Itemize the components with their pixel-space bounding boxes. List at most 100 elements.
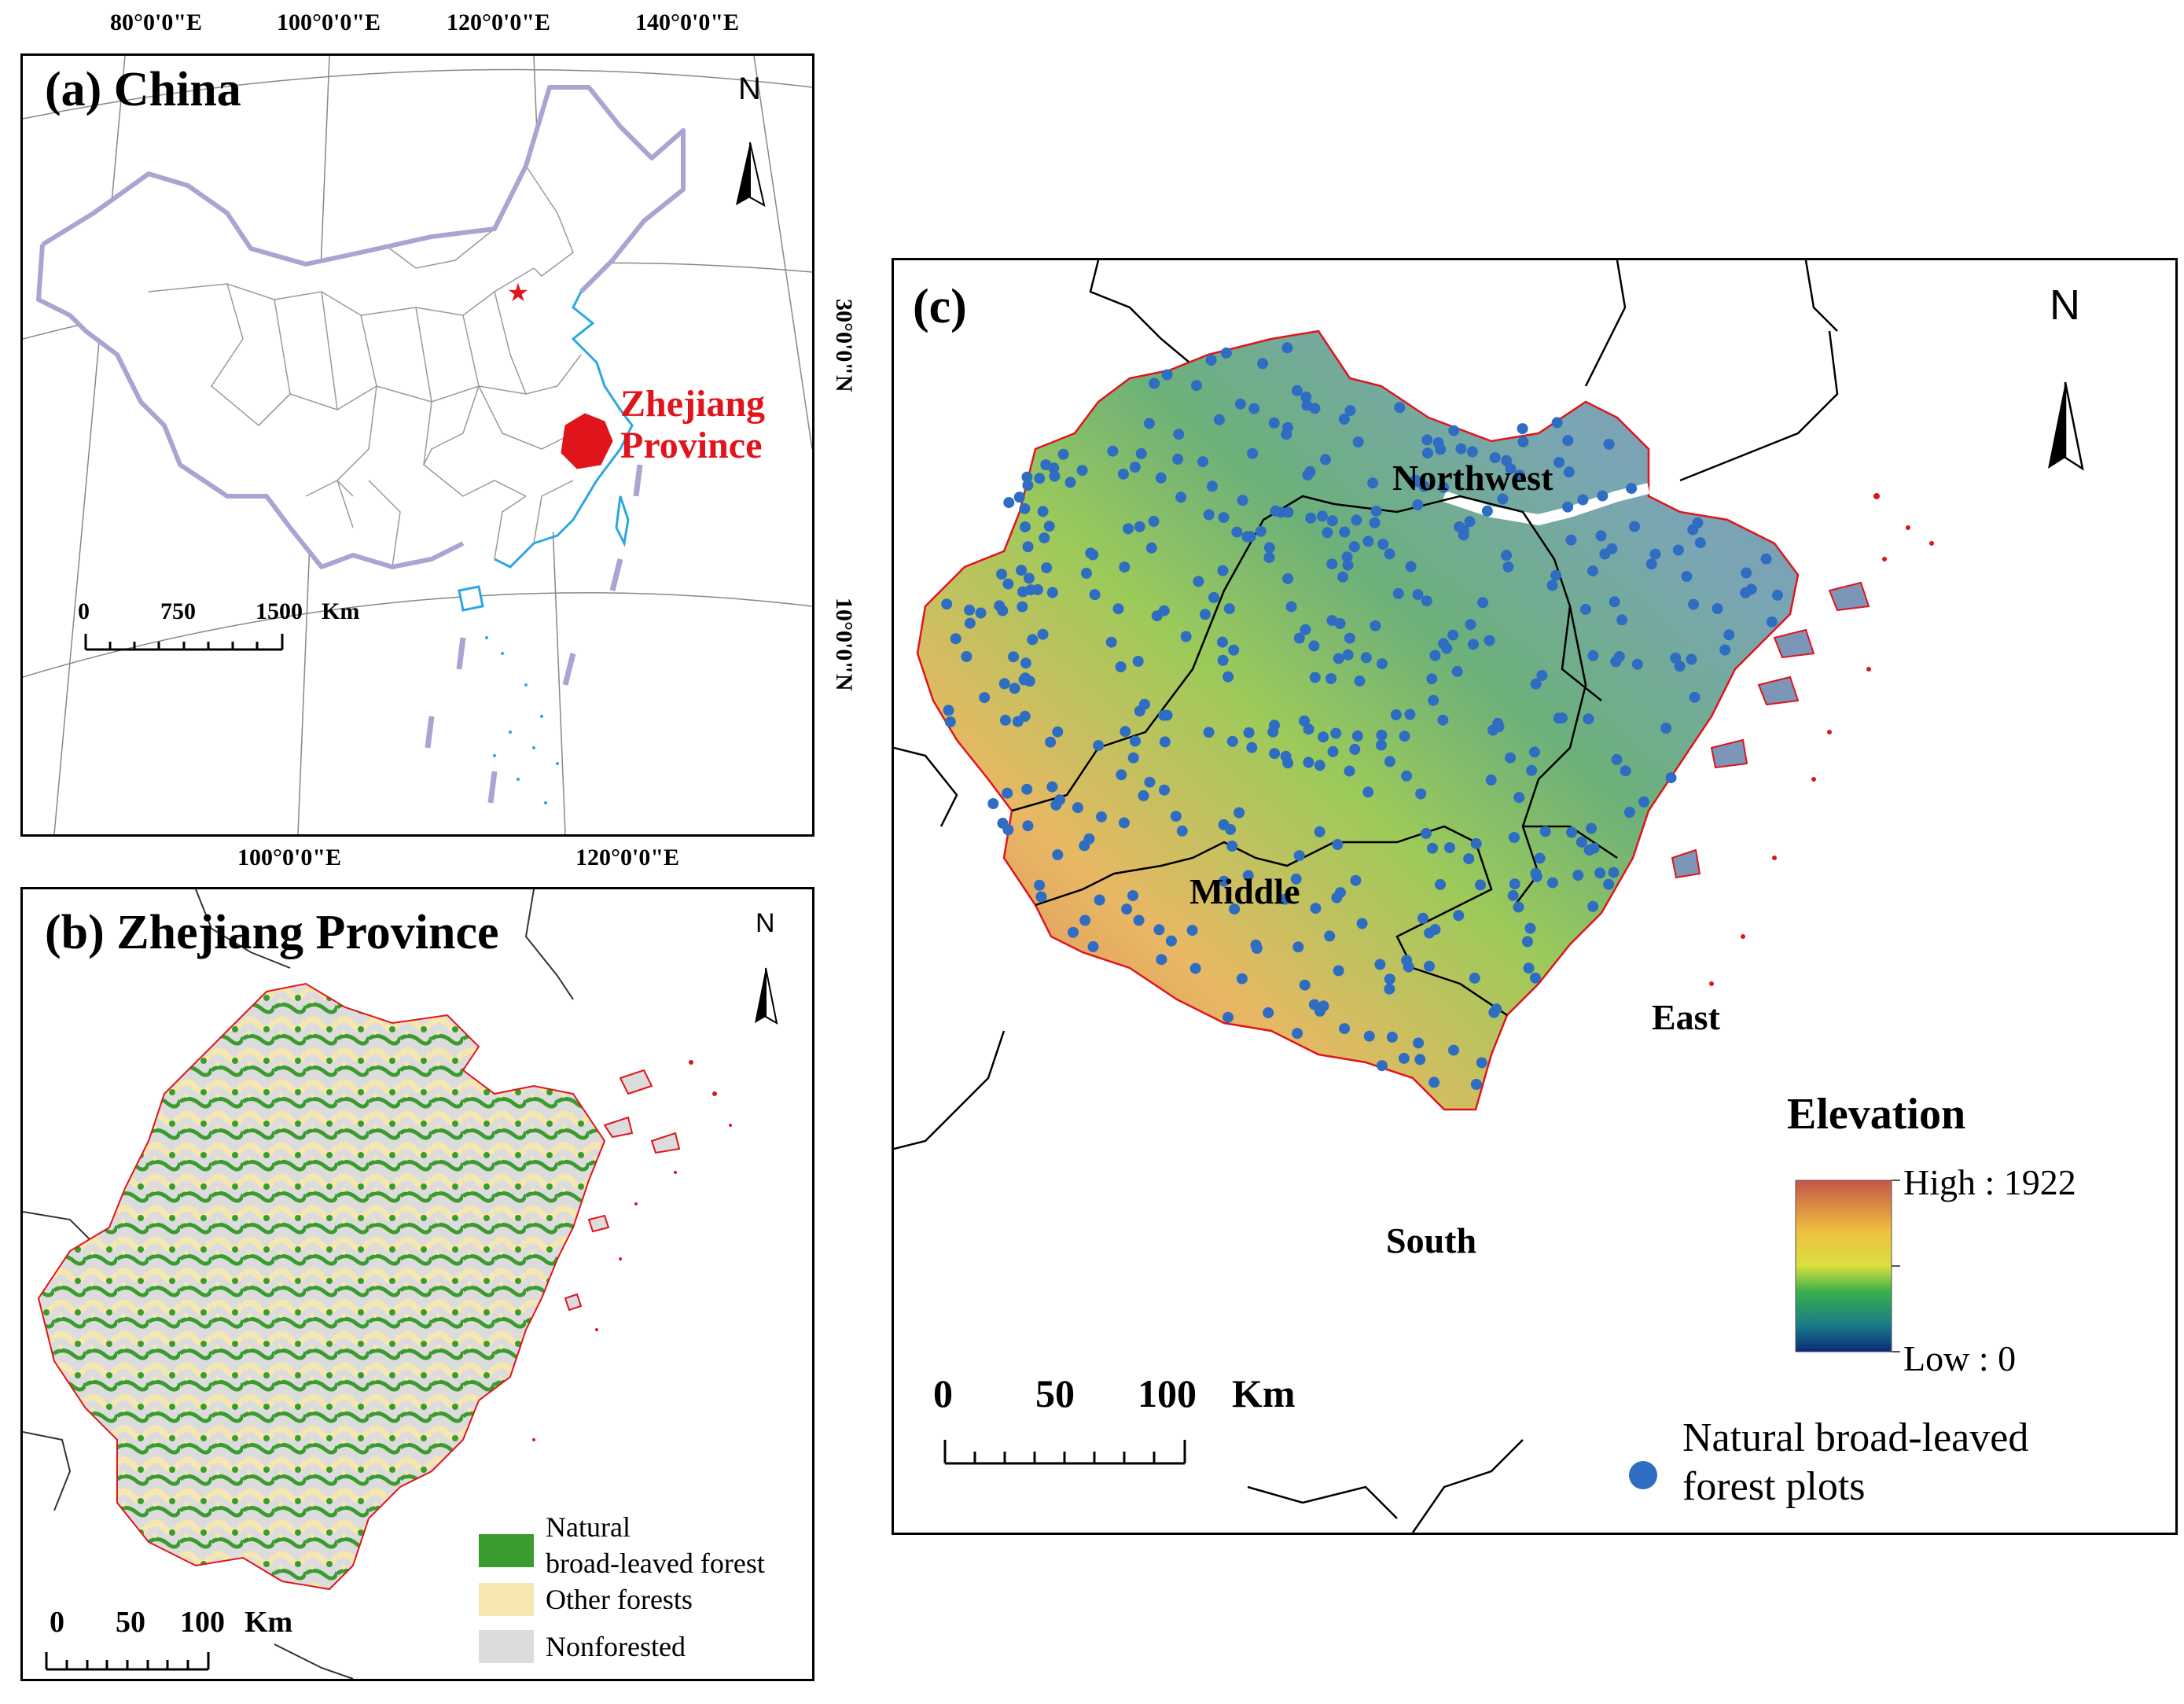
forest-plot-point: [1686, 653, 1697, 665]
forest-plot-point: [1079, 915, 1091, 926]
national-border: [36, 85, 686, 569]
forest-plot-point: [1290, 873, 1302, 885]
forest-plot-point: [1326, 515, 1338, 527]
forest-plot-point: [1356, 918, 1368, 929]
forest-plot-point: [1057, 448, 1069, 460]
legend-label-other: Other forests: [546, 1584, 693, 1615]
forest-plot-point: [1226, 735, 1238, 747]
north-arrow-icon: [2048, 381, 2084, 471]
forest-plot-point: [1193, 576, 1204, 587]
forest-plot-point: [1127, 890, 1138, 901]
forest-plot-point: [1338, 414, 1350, 425]
forest-plot-point: [1638, 796, 1649, 808]
forest-plot-point: [1121, 904, 1133, 915]
forest-plot-point: [1611, 753, 1623, 765]
north-arrow-icon: [755, 967, 778, 1025]
forest-plot-point: [1369, 517, 1381, 528]
forest-plot-point: [1766, 616, 1778, 627]
forest-plot-point: [1245, 531, 1256, 543]
forest-plot-point: [1236, 973, 1248, 984]
scale-a-1500: 1500: [256, 598, 303, 624]
forest-plot-point: [1579, 603, 1591, 615]
north-label-b: N: [756, 908, 775, 938]
forest-plot-point: [1354, 675, 1366, 687]
forest-plot-point: [1223, 1011, 1234, 1023]
forest-plot-point: [1180, 631, 1192, 642]
forest-plot-point: [1175, 491, 1187, 503]
forest-plot-point: [1428, 694, 1439, 706]
forest-plot-point: [1360, 652, 1372, 664]
forest-plot-point: [1626, 483, 1638, 495]
forest-plot-point: [1017, 601, 1028, 613]
forest-plot-point: [1207, 480, 1218, 492]
forest-plot-point: [1052, 849, 1064, 860]
forest-plot-point: [1159, 736, 1171, 748]
forest-plot-point: [1292, 941, 1304, 953]
forest-plot-point: [1377, 539, 1389, 550]
forest-plot-point: [1096, 811, 1107, 823]
forest-plot-point: [1309, 672, 1321, 683]
forest-plot-point: [1386, 1031, 1398, 1043]
forest-plot-point: [961, 651, 973, 662]
zhejiang-outline-c: [916, 329, 1800, 1111]
region-label-middle: Middle: [1189, 871, 1300, 911]
scale-c-0: 0: [933, 1371, 953, 1415]
forest-plot-point: [1293, 632, 1305, 644]
forest-plot-point: [1493, 721, 1505, 732]
scale-a-unit: Km: [322, 598, 360, 624]
forest-plot-point: [1546, 877, 1558, 889]
tick-top-140e: 140°0'0"E: [635, 9, 739, 35]
forest-plot-point: [1275, 506, 1287, 518]
forest-plot-point: [1394, 402, 1406, 414]
forest-plot-point: [1327, 745, 1339, 757]
forest-plot-point: [1688, 598, 1700, 610]
north-label-c: N: [2050, 282, 2080, 329]
forest-plot-point: [1398, 1052, 1410, 1064]
forest-plot-point: [1421, 595, 1432, 607]
forest-plot-point: [1610, 656, 1622, 668]
forest-plot-point: [1229, 904, 1241, 915]
zhejiang-highlight: [561, 413, 613, 469]
forest-plot-point: [1517, 436, 1529, 447]
forest-plot-point: [1155, 472, 1167, 484]
forest-plot-point: [1694, 537, 1706, 549]
forest-plot-point: [1771, 589, 1783, 601]
forest-plot-point: [1281, 342, 1293, 354]
forest-plot-point: [1203, 727, 1215, 738]
forest-plot-point: [1263, 1007, 1274, 1018]
forest-plot-point: [1046, 781, 1058, 793]
legend-label-natural-1: Natural: [546, 1511, 631, 1543]
panel-a-title: (a) China: [45, 63, 241, 116]
forest-plot-point: [1334, 887, 1346, 899]
forest-plot-point: [1603, 438, 1615, 450]
forest-plot-point: [1116, 769, 1127, 781]
forest-plot-point: [1470, 837, 1482, 849]
forest-plot-point: [1629, 521, 1641, 532]
forest-plot-point: [1562, 435, 1574, 447]
forest-plot-point: [1303, 756, 1314, 768]
forest-plot-point: [1205, 355, 1217, 366]
forest-plot-point: [1020, 657, 1031, 669]
forest-plot-point: [1606, 543, 1618, 554]
forest-plot-point: [1226, 841, 1238, 852]
forest-plot-point: [1330, 727, 1342, 739]
forest-plot-point: [1609, 596, 1620, 608]
forest-plot-point: [1583, 713, 1594, 725]
forest-plot-point: [1234, 807, 1245, 819]
forest-plot-point: [999, 714, 1011, 726]
forest-plot-point: [1470, 1079, 1482, 1090]
forest-plot-point: [1384, 756, 1395, 767]
forest-plot-point: [1325, 673, 1337, 684]
forest-plot-point: [997, 817, 1009, 829]
elevation-colorbar: [1795, 1180, 1892, 1353]
forest-plot-point: [1303, 723, 1314, 735]
forest-plot-point: [1257, 358, 1269, 370]
forest-plot-point: [1417, 912, 1428, 924]
forest-plot-point: [1451, 665, 1463, 677]
forest-plot-point: [1243, 727, 1255, 738]
forest-plot-point: [1268, 417, 1280, 429]
forest-plot-point: [1351, 730, 1363, 742]
forest-plot-point: [1299, 715, 1311, 727]
north-arrow-icon: [736, 142, 766, 207]
forest-plot-point: [1390, 709, 1402, 720]
